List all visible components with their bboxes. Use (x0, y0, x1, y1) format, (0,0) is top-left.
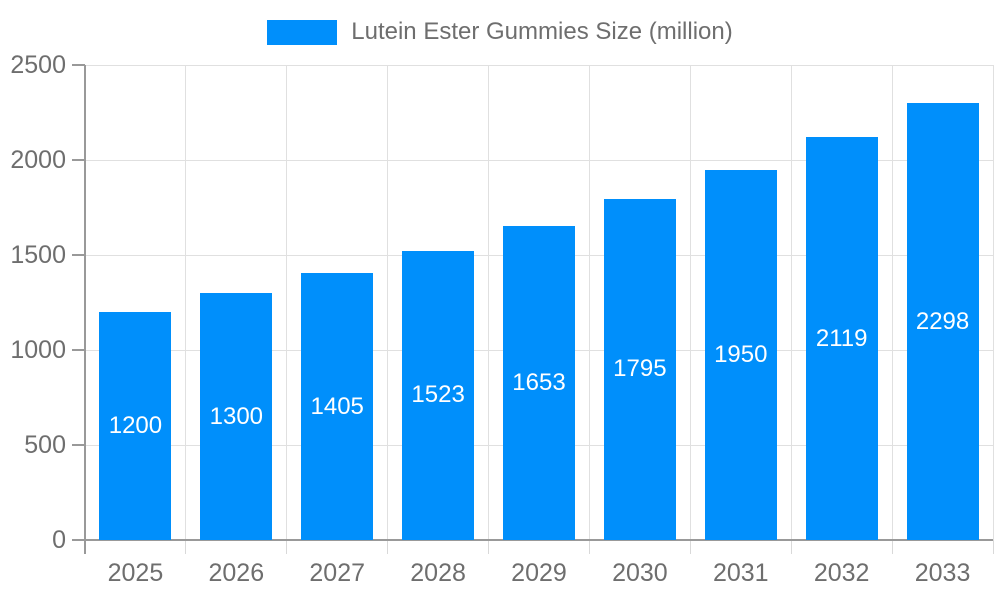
x-tick-mark (387, 540, 389, 554)
bar-2026[interactable]: 1300 (200, 293, 273, 540)
x-tick-mark (488, 540, 490, 554)
y-axis-tick-label: 500 (24, 431, 66, 459)
x-axis-tick-label: 2028 (410, 559, 466, 587)
y-axis-tick-label: 1000 (10, 336, 66, 364)
bar-value-label: 1300 (209, 402, 264, 430)
bar-value-label: 2119 (815, 324, 868, 352)
x-tick-mark (992, 540, 994, 554)
gridline-vertical (689, 65, 691, 540)
y-axis-tick-label: 1500 (10, 241, 66, 269)
x-axis-tick-label: 2026 (208, 559, 265, 587)
bar-value-label: 1523 (411, 381, 465, 409)
y-tick-mark (72, 444, 85, 446)
bar-2027[interactable]: 1405 (301, 273, 374, 540)
bar-value-label: 1405 (310, 392, 364, 420)
gridline-vertical (588, 65, 590, 540)
bar-2033[interactable]: 2298 (906, 103, 979, 540)
x-axis-tick-label: 2032 (813, 559, 870, 587)
legend-swatch (267, 19, 338, 45)
bar-2028[interactable]: 1523 (402, 250, 475, 540)
x-tick-mark (891, 540, 893, 554)
gridline-vertical (992, 65, 994, 540)
y-tick-mark (72, 159, 85, 161)
bar-2029[interactable]: 1653 (503, 225, 575, 540)
bar-value-label: 1200 (108, 412, 163, 439)
y-axis-tick-label: 0 (52, 526, 66, 554)
x-tick-mark (689, 540, 691, 554)
y-axis-tick-label: 2000 (10, 146, 66, 174)
gridline-vertical (790, 65, 792, 540)
x-axis-tick-label: 2025 (107, 559, 164, 587)
bar-2025[interactable]: 1200 (99, 312, 172, 540)
y-tick-mark (72, 349, 85, 351)
y-axis-tick-label: 2500 (10, 51, 66, 79)
bar-value-label: 1795 (613, 355, 667, 383)
legend[interactable]: Lutein Ester Gummies Size (million) (0, 17, 1000, 47)
y-tick-mark (72, 254, 85, 256)
gridline-vertical (891, 65, 893, 540)
gridline-horizontal (85, 159, 993, 161)
gridline-horizontal (85, 64, 993, 66)
bar-2031[interactable]: 1950 (704, 169, 777, 540)
bar-2030[interactable]: 1795 (603, 198, 676, 540)
x-axis-line (72, 539, 993, 541)
bar-value-label: 2298 (915, 307, 970, 335)
bar-value-label: 1950 (714, 340, 768, 368)
gridline-vertical (387, 65, 389, 540)
x-tick-mark (588, 540, 590, 554)
x-tick-mark (790, 540, 792, 554)
x-axis-tick-label: 2031 (712, 559, 769, 587)
y-tick-mark (72, 64, 85, 66)
bar-value-label: 1653 (512, 368, 566, 396)
gridline-vertical (488, 65, 490, 540)
gridline-vertical (185, 65, 187, 540)
gridline-vertical (286, 65, 288, 540)
bar-2032[interactable]: 2119 (805, 137, 878, 540)
x-axis-tick-label: 2033 (914, 559, 971, 587)
x-axis-tick-label: 2027 (309, 559, 366, 587)
y-axis-line (84, 65, 86, 554)
x-axis-tick-label: 2030 (612, 559, 668, 587)
x-tick-mark (185, 540, 187, 554)
x-axis-tick-label: 2029 (511, 559, 567, 587)
legend-label: Lutein Ester Gummies Size (million) (351, 18, 733, 45)
x-tick-mark (286, 540, 288, 554)
